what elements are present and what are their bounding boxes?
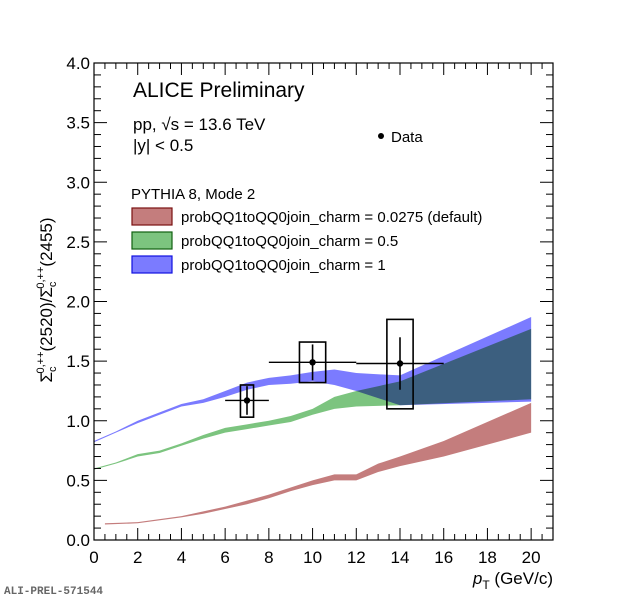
legend-header: PYTHIA 8, Mode 2 xyxy=(131,186,255,203)
collision-system: pp, √s = 13.6 TeV xyxy=(133,115,266,134)
plot-frame xyxy=(93,62,554,541)
y-tick-label: 2.5 xyxy=(66,233,90,252)
x-tick-label: 6 xyxy=(220,548,229,567)
legend-swatch-default xyxy=(131,207,173,226)
y-tick-label: 3.0 xyxy=(66,173,90,192)
data-point xyxy=(225,384,269,418)
legend-swatch-half xyxy=(131,231,173,250)
legend-label-half: probQQ1toQQ0join_charm = 0.5 xyxy=(181,233,398,250)
x-tick-label: 2 xyxy=(133,548,142,567)
data-legend-label: Data xyxy=(391,129,423,146)
x-tick-label: 0 xyxy=(89,548,98,567)
chart-title: ALICE Preliminary xyxy=(133,79,305,102)
y-tick-label: 1.5 xyxy=(66,352,90,371)
x-tick-label: 16 xyxy=(434,548,453,567)
y-tick-label: 3.5 xyxy=(66,114,90,133)
x-tick-labels: 0 2 4 6 8 10 12 14 16 18 20 xyxy=(89,548,540,567)
legend-label-one: probQQ1toQQ0join_charm = 1 xyxy=(181,257,386,274)
legend-label-default: probQQ1toQQ0join_charm = 0.0275 (default… xyxy=(181,209,482,226)
x-axis-label: pT (GeV/c) xyxy=(472,569,553,592)
x-tick-label: 8 xyxy=(264,548,273,567)
data-point xyxy=(268,341,357,384)
x-tick-label: 10 xyxy=(303,548,322,567)
x-tick-label: 20 xyxy=(522,548,541,567)
y-tick-labels: 0.0 0.5 1.0 1.5 2.0 2.5 3.0 3.5 4.0 xyxy=(66,54,90,550)
data-marker xyxy=(243,397,251,404)
x-tick-label: 12 xyxy=(347,548,366,567)
y-tick-label: 2.0 xyxy=(66,293,90,312)
y-tick-label: 1.0 xyxy=(66,412,90,431)
axis-ticks xyxy=(93,62,554,541)
y-axis-label: Σc0,++(2520)/Σc0,++(2455) xyxy=(35,217,59,382)
x-tick-label: 18 xyxy=(478,548,497,567)
data-marker xyxy=(309,359,316,366)
legend: probQQ1toQQ0join_charm = 0.0275 (default… xyxy=(131,207,482,274)
rapidity-cut: |y| < 0.5 xyxy=(133,136,193,155)
x-tick-label: 4 xyxy=(177,548,186,567)
y-tick-label: 4.0 xyxy=(66,54,90,73)
data-point xyxy=(356,318,444,410)
band-default xyxy=(104,402,532,525)
svg-text:Σc0,++(2520)/Σc0,++(2455): Σc0,++(2520)/Σc0,++(2455) xyxy=(35,217,59,382)
data-points xyxy=(225,318,444,418)
watermark: ALI-PREL-571544 xyxy=(4,586,104,598)
data-marker xyxy=(396,360,404,367)
x-tick-label: 14 xyxy=(391,548,410,567)
legend-swatch-one xyxy=(131,255,173,274)
y-tick-label: 0.0 xyxy=(66,531,90,550)
y-tick-label: 0.5 xyxy=(66,471,90,490)
data-legend-marker xyxy=(378,133,384,139)
